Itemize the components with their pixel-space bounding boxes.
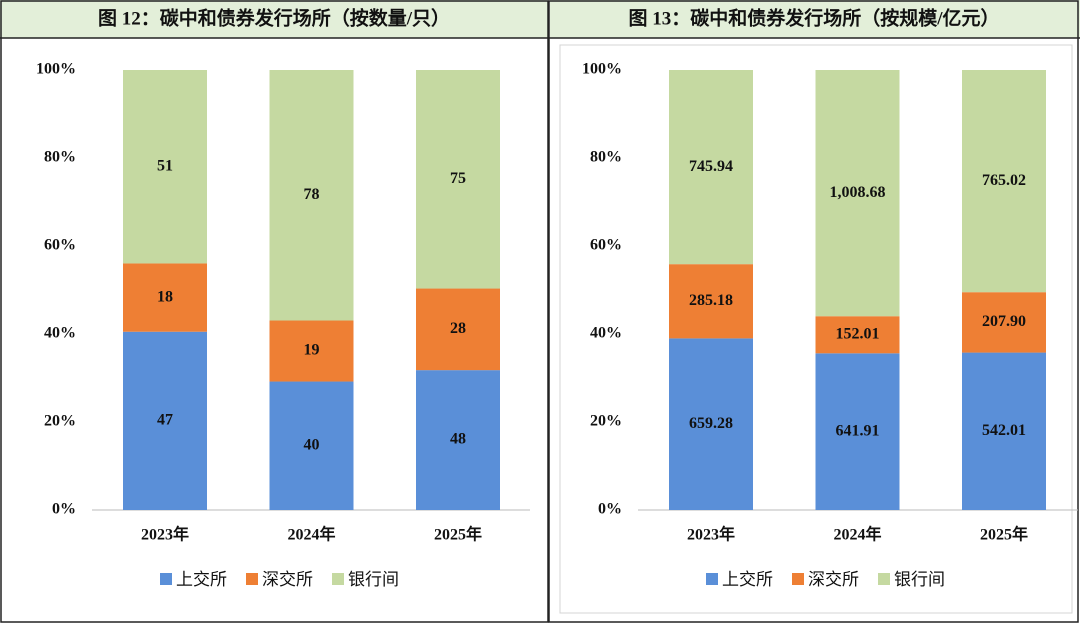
- data-label: 78: [304, 186, 320, 203]
- y-tick-label: 40%: [44, 325, 76, 342]
- y-tick-label: 0%: [598, 501, 622, 518]
- data-label: 641.91: [836, 422, 880, 439]
- bar-segment: [962, 70, 1046, 293]
- x-tick-label: 2024年: [833, 525, 881, 544]
- bar-segment: [815, 70, 900, 317]
- bar-segment: [815, 316, 900, 354]
- legend-swatch: [792, 573, 804, 585]
- legend-label: 深交所: [262, 570, 313, 590]
- legend-swatch: [332, 573, 344, 585]
- bar-segment: [669, 264, 753, 339]
- x-tick-label: 2024年: [287, 525, 335, 544]
- bar-segment: [669, 338, 753, 510]
- bar-segment: [962, 292, 1046, 353]
- data-label: 659.28: [689, 415, 733, 432]
- data-label: 19: [304, 342, 320, 359]
- data-label: 40: [304, 436, 320, 453]
- bar-segment: [123, 263, 207, 332]
- bar-segment: [269, 381, 354, 510]
- header-bg: [550, 0, 1080, 38]
- data-label: 765.02: [982, 172, 1026, 189]
- data-label: 28: [450, 320, 466, 337]
- legend-swatch: [706, 573, 718, 585]
- bar-segment: [269, 320, 354, 382]
- bar-segment: [416, 370, 500, 510]
- data-label: 745.94: [689, 158, 733, 175]
- bar-segment: [416, 288, 500, 371]
- bar-segment: [123, 70, 207, 264]
- bar-segment: [962, 352, 1046, 510]
- y-tick-label: 80%: [590, 149, 622, 166]
- legend-label: 银行间: [894, 570, 945, 590]
- legend-label: 银行间: [348, 570, 399, 590]
- x-tick-label: 2025年: [434, 525, 482, 544]
- legend-swatch: [878, 573, 890, 585]
- y-tick-label: 40%: [590, 325, 622, 342]
- data-label: 207.90: [982, 313, 1026, 330]
- y-tick-label: 20%: [590, 413, 622, 430]
- data-label: 48: [450, 431, 466, 448]
- bar-segment: [123, 331, 207, 510]
- chart-title: 图 12：碳中和债券发行场所（按数量/只）: [98, 6, 450, 29]
- y-tick-label: 60%: [590, 237, 622, 254]
- x-tick-label: 2023年: [687, 525, 735, 544]
- data-label: 47: [157, 412, 173, 429]
- data-label: 75: [450, 170, 466, 187]
- chart-title: 图 13：碳中和债券发行场所（按规模/亿元）: [628, 6, 999, 29]
- data-label: 1,008.68: [830, 184, 886, 201]
- bar-segment: [669, 70, 753, 265]
- plot-frame: [559, 44, 1073, 614]
- x-tick-label: 2025年: [980, 525, 1028, 544]
- y-tick-label: 20%: [44, 413, 76, 430]
- legend-label: 上交所: [176, 570, 227, 590]
- data-label: 152.01: [836, 325, 880, 342]
- y-tick-label: 100%: [582, 61, 622, 78]
- x-tick-label: 2023年: [141, 525, 189, 544]
- legend-label: 深交所: [808, 570, 859, 590]
- y-tick-label: 60%: [44, 237, 76, 254]
- bar-segment: [416, 70, 500, 289]
- y-tick-label: 100%: [36, 61, 76, 78]
- data-label: 51: [157, 157, 173, 174]
- data-label: 542.01: [982, 422, 1026, 439]
- bar-segment: [815, 353, 900, 510]
- legend-swatch: [246, 573, 258, 585]
- data-label: 18: [157, 288, 173, 305]
- panel-border: [548, 0, 1079, 623]
- legend-swatch: [160, 573, 172, 585]
- bar-segment: [269, 70, 354, 321]
- legend-label: 上交所: [722, 570, 773, 590]
- header-bg: [0, 0, 548, 38]
- data-label: 285.18: [689, 292, 733, 309]
- y-tick-label: 80%: [44, 149, 76, 166]
- panel-border: [0, 0, 549, 623]
- y-tick-label: 0%: [52, 501, 76, 518]
